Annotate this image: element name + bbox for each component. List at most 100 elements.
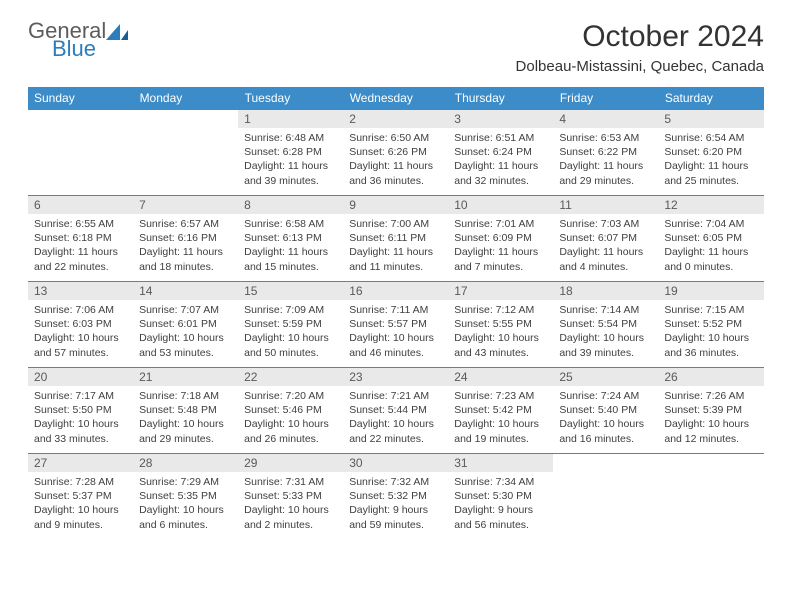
daylight-text: Daylight: 11 hours and 36 minutes.	[349, 159, 442, 187]
sunrise-text: Sunrise: 7:00 AM	[349, 217, 442, 231]
sunrise-text: Sunrise: 6:51 AM	[454, 131, 547, 145]
day-data: Sunrise: 6:51 AMSunset: 6:24 PMDaylight:…	[448, 128, 553, 192]
calendar-day-cell: 30 Sunrise: 7:32 AMSunset: 5:32 PMDayligh…	[343, 454, 448, 540]
calendar-day-cell: 5Sunrise: 6:54 AMSunset: 6:20 PMDaylight…	[658, 110, 763, 196]
day-number: 18	[553, 282, 658, 300]
calendar-empty-cell	[658, 454, 763, 540]
sunrise-text: Sunrise: 7:21 AM	[349, 389, 442, 403]
calendar-day-cell: 21Sunrise: 7:18 AMSunset: 5:48 PMDayligh…	[133, 368, 238, 454]
daylight-text: Daylight: 11 hours and 22 minutes.	[34, 245, 127, 273]
sunset-text: Sunset: 5:57 PM	[349, 317, 442, 331]
day-number: 22	[238, 368, 343, 386]
daylight-text: Daylight: 11 hours and 32 minutes.	[454, 159, 547, 187]
daylight-text: Daylight: 10 hours and 33 minutes.	[34, 417, 127, 445]
calendar-day-cell: 31Sunrise: 7:34 AMSunset: 5:30 PMDayligh…	[448, 454, 553, 540]
sunrise-text: Sunrise: 6:48 AM	[244, 131, 337, 145]
sunrise-text: Sunrise: 6:53 AM	[559, 131, 652, 145]
calendar-day-cell: 19Sunrise: 7:15 AMSunset: 5:52 PMDayligh…	[658, 282, 763, 368]
sunset-text: Sunset: 5:39 PM	[664, 403, 757, 417]
sunset-text: Sunset: 5:54 PM	[559, 317, 652, 331]
sunrise-text: Sunrise: 7:01 AM	[454, 217, 547, 231]
day-data: Sunrise: 7:31 AMSunset: 5:33 PMDaylight:…	[238, 472, 343, 536]
sunset-text: Sunset: 5:48 PM	[139, 403, 232, 417]
sunrise-text: Sunrise: 7:04 AM	[664, 217, 757, 231]
calendar-day-cell: 9Sunrise: 7:00 AMSunset: 6:11 PMDaylight…	[343, 196, 448, 282]
day-data: Sunrise: 7:09 AMSunset: 5:59 PMDaylight:…	[238, 300, 343, 364]
title-block: October 2024 Dolbeau-Mistassini, Quebec,…	[516, 20, 764, 75]
day-number: 30	[343, 454, 448, 472]
daylight-text: Daylight: 10 hours and 16 minutes.	[559, 417, 652, 445]
day-data: Sunrise: 7:24 AMSunset: 5:40 PMDaylight:…	[553, 386, 658, 450]
sunset-text: Sunset: 6:28 PM	[244, 145, 337, 159]
daylight-text: Daylight: 9 hours and 59 minutes.	[349, 503, 442, 531]
day-data: Sunrise: 7:23 AMSunset: 5:42 PMDaylight:…	[448, 386, 553, 450]
day-number: 19	[658, 282, 763, 300]
brand-word-2: Blue	[52, 36, 96, 61]
sunrise-text: Sunrise: 7:32 AM	[349, 475, 442, 489]
sunset-text: Sunset: 5:42 PM	[454, 403, 547, 417]
daylight-text: Daylight: 10 hours and 22 minutes.	[349, 417, 442, 445]
daylight-text: Daylight: 11 hours and 0 minutes.	[664, 245, 757, 273]
day-data: Sunrise: 7:15 AMSunset: 5:52 PMDaylight:…	[658, 300, 763, 364]
calendar-day-cell: 4Sunrise: 6:53 AMSunset: 6:22 PMDaylight…	[553, 110, 658, 196]
day-data: Sunrise: 7:18 AMSunset: 5:48 PMDaylight:…	[133, 386, 238, 450]
daylight-text: Daylight: 10 hours and 39 minutes.	[559, 331, 652, 359]
day-number: 25	[553, 368, 658, 386]
day-number: 23	[343, 368, 448, 386]
sunset-text: Sunset: 6:03 PM	[34, 317, 127, 331]
page-title: October 2024	[516, 20, 764, 54]
sunset-text: Sunset: 6:11 PM	[349, 231, 442, 245]
calendar-day-cell: 2Sunrise: 6:50 AMSunset: 6:26 PMDaylight…	[343, 110, 448, 196]
calendar-day-cell: 28Sunrise: 7:29 AMSunset: 5:35 PMDayligh…	[133, 454, 238, 540]
calendar-day-cell: 1Sunrise: 6:48 AMSunset: 6:28 PMDaylight…	[238, 110, 343, 196]
day-data: Sunrise: 7:11 AMSunset: 5:57 PMDaylight:…	[343, 300, 448, 364]
sunset-text: Sunset: 6:13 PM	[244, 231, 337, 245]
calendar-empty-cell	[133, 110, 238, 196]
calendar-day-cell: 17Sunrise: 7:12 AMSunset: 5:55 PMDayligh…	[448, 282, 553, 368]
sunset-text: Sunset: 5:37 PM	[34, 489, 127, 503]
calendar-day-cell: 20Sunrise: 7:17 AMSunset: 5:50 PMDayligh…	[28, 368, 133, 454]
day-number: 15	[238, 282, 343, 300]
calendar-week-row: 27Sunrise: 7:28 AMSunset: 5:37 PMDayligh…	[28, 454, 764, 540]
sunset-text: Sunset: 5:50 PM	[34, 403, 127, 417]
sunset-text: Sunset: 5:59 PM	[244, 317, 337, 331]
sunset-text: Sunset: 6:05 PM	[664, 231, 757, 245]
day-header: Friday	[553, 87, 658, 110]
day-number: 10	[448, 196, 553, 214]
sunset-text: Sunset: 6:22 PM	[559, 145, 652, 159]
day-number: 20	[28, 368, 133, 386]
daylight-text: Daylight: 11 hours and 11 minutes.	[349, 245, 442, 273]
sunset-text: Sunset: 5:44 PM	[349, 403, 442, 417]
sunset-text: Sunset: 5:32 PM	[349, 489, 442, 503]
daylight-text: Daylight: 10 hours and 36 minutes.	[664, 331, 757, 359]
daylight-text: Daylight: 11 hours and 25 minutes.	[664, 159, 757, 187]
day-data: Sunrise: 7:34 AMSunset: 5:30 PMDaylight:…	[448, 472, 553, 536]
daylight-text: Daylight: 10 hours and 29 minutes.	[139, 417, 232, 445]
sunrise-text: Sunrise: 7:12 AM	[454, 303, 547, 317]
calendar-day-cell: 10Sunrise: 7:01 AMSunset: 6:09 PMDayligh…	[448, 196, 553, 282]
daylight-text: Daylight: 10 hours and 19 minutes.	[454, 417, 547, 445]
calendar-day-cell: 22Sunrise: 7:20 AMSunset: 5:46 PMDayligh…	[238, 368, 343, 454]
sunrise-text: Sunrise: 7:28 AM	[34, 475, 127, 489]
sunset-text: Sunset: 6:20 PM	[664, 145, 757, 159]
day-data: Sunrise: 7:28 AMSunset: 5:37 PMDaylight:…	[28, 472, 133, 536]
day-data: Sunrise: 6:58 AMSunset: 6:13 PMDaylight:…	[238, 214, 343, 278]
daylight-text: Daylight: 10 hours and 9 minutes.	[34, 503, 127, 531]
sunset-text: Sunset: 5:55 PM	[454, 317, 547, 331]
sunrise-text: Sunrise: 7:03 AM	[559, 217, 652, 231]
daylight-text: Daylight: 10 hours and 12 minutes.	[664, 417, 757, 445]
sunset-text: Sunset: 5:35 PM	[139, 489, 232, 503]
day-number: 7	[133, 196, 238, 214]
sunset-text: Sunset: 6:18 PM	[34, 231, 127, 245]
day-header: Monday	[133, 87, 238, 110]
calendar-day-cell: 26Sunrise: 7:26 AMSunset: 5:39 PMDayligh…	[658, 368, 763, 454]
daylight-text: Daylight: 10 hours and 53 minutes.	[139, 331, 232, 359]
daylight-text: Daylight: 11 hours and 29 minutes.	[559, 159, 652, 187]
day-number: 11	[553, 196, 658, 214]
sunrise-text: Sunrise: 6:58 AM	[244, 217, 337, 231]
day-data: Sunrise: 7:17 AMSunset: 5:50 PMDaylight:…	[28, 386, 133, 450]
calendar-week-row: 1Sunrise: 6:48 AMSunset: 6:28 PMDaylight…	[28, 110, 764, 196]
page-header: General Blue October 2024 Dolbeau-Mistas…	[28, 20, 764, 75]
day-data: Sunrise: 7:04 AMSunset: 6:05 PMDaylight:…	[658, 214, 763, 278]
sunrise-text: Sunrise: 7:24 AM	[559, 389, 652, 403]
